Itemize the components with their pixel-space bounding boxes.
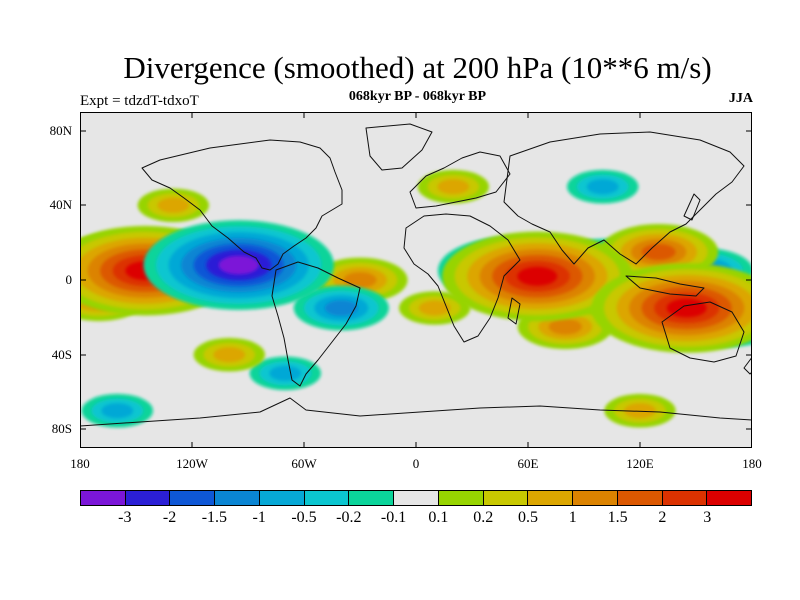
coastline-greenland xyxy=(365,123,433,171)
colorbar-label: 0.5 xyxy=(518,509,538,526)
colorbar-label: -2 xyxy=(162,509,177,526)
divergence-contour xyxy=(218,255,259,275)
x-tick-label: 180 xyxy=(70,456,90,471)
colorbar-box xyxy=(662,491,708,505)
divergence-contour xyxy=(548,318,582,335)
y-tick-label: 80N xyxy=(49,123,72,138)
x-tick-label: 60E xyxy=(517,456,539,471)
divergence-contour xyxy=(437,179,470,195)
coastline-indonesia xyxy=(625,275,705,297)
colorbar-label: -3 xyxy=(118,509,132,526)
coastline-north-america xyxy=(141,139,343,271)
colorbar-box xyxy=(259,491,305,505)
divergence-contour xyxy=(157,197,190,213)
colorbar-box xyxy=(170,491,216,505)
divergence-contour xyxy=(269,365,302,381)
page-title: Divergence (smoothed) at 200 hPa (10**6 … xyxy=(123,50,712,85)
coastline-australia xyxy=(661,301,745,363)
colorbar-label: -1.5 xyxy=(201,509,228,526)
y-tick-label: 80S xyxy=(51,421,72,436)
colorbar-label: -1 xyxy=(252,509,266,526)
coastline-south-america xyxy=(271,261,361,387)
colorbar-label: 1.5 xyxy=(607,509,628,526)
subtitle: 068kyr BP - 068kyr BP xyxy=(348,89,487,104)
x-tick-label: 120W xyxy=(176,456,208,471)
y-tick-label: 40N xyxy=(49,197,72,212)
colorbar-label: -0.1 xyxy=(380,509,407,526)
colorbar-box xyxy=(438,491,484,505)
divergence-contour xyxy=(324,300,358,316)
colorbar xyxy=(80,490,752,506)
divergence-map xyxy=(80,112,752,448)
coastline-africa xyxy=(403,213,521,343)
divergence-contour xyxy=(641,244,676,260)
x-tick-label: 60W xyxy=(291,456,317,471)
y-tick-label: 0 xyxy=(65,272,73,287)
colorbar-box xyxy=(215,491,260,505)
divergence-contour xyxy=(418,300,451,316)
divergence-contour xyxy=(213,347,246,363)
coastline-europe xyxy=(409,151,511,209)
colorbar-label: 0.2 xyxy=(473,509,494,526)
x-tick-label: 120E xyxy=(626,456,654,471)
colorbar-label: 1 xyxy=(568,509,577,526)
season-label: JJA xyxy=(728,91,753,106)
coastline-japan xyxy=(683,193,701,221)
colorbar-label: 2 xyxy=(658,509,667,526)
ticks xyxy=(80,112,752,448)
colorbar-box xyxy=(617,491,663,505)
divergence-contour xyxy=(101,403,134,419)
colorbar-label: -0.2 xyxy=(336,509,362,526)
divergence-field xyxy=(80,169,752,428)
divergence-contour xyxy=(517,266,558,286)
colorbar-box xyxy=(394,491,439,505)
x-tick-label: 180 xyxy=(742,456,762,471)
colorbar-box xyxy=(125,491,171,505)
colorbar-box xyxy=(573,491,618,505)
divergence-contour xyxy=(666,298,707,318)
experiment-label: Expt = tdzdT-tdxoT xyxy=(80,93,199,109)
coastline-asia xyxy=(503,131,745,265)
colorbar-box xyxy=(707,491,752,505)
divergence-contour xyxy=(343,272,377,288)
colorbar-box xyxy=(483,491,529,505)
colorbar-box xyxy=(349,491,395,505)
coastlines xyxy=(80,123,752,427)
colorbar-label: 3 xyxy=(703,509,712,526)
colorbar-box xyxy=(304,491,350,505)
coastline-madagascar xyxy=(507,297,521,325)
colorbar-box xyxy=(81,491,126,505)
coastline-new-zealand xyxy=(743,356,752,375)
divergence-contour xyxy=(586,179,619,195)
y-tick-label: 40S xyxy=(51,347,72,362)
colorbar-box xyxy=(528,491,574,505)
colorbar-label: -0.5 xyxy=(291,509,317,526)
divergence-contour xyxy=(624,403,656,419)
coastline-antarctica xyxy=(80,397,752,427)
colorbar-label: 0.1 xyxy=(428,509,449,526)
x-tick-label: 0 xyxy=(412,456,420,471)
